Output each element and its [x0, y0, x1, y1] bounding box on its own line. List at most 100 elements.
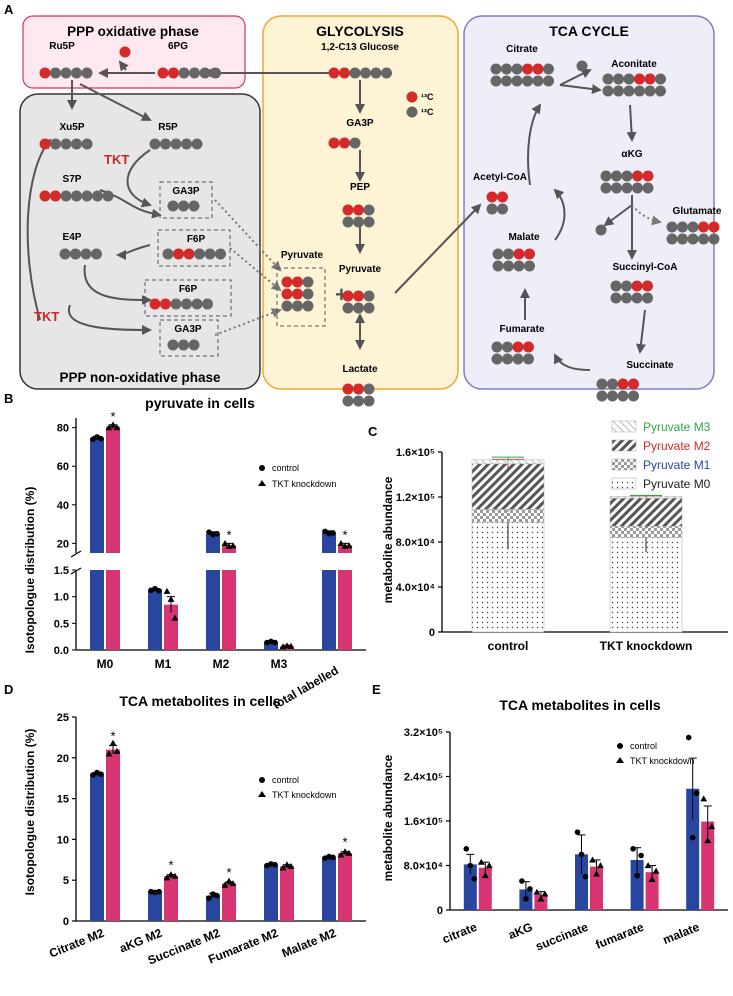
data-point-circle: [463, 846, 470, 852]
carbon-atom-icon: [363, 216, 375, 228]
carbon-atom-icon: [188, 339, 200, 351]
metabolite-label-f6p1: F6P: [187, 234, 206, 245]
c-tick-label: 4.0×10⁴: [396, 582, 435, 594]
carbon-atom-icon: [513, 260, 525, 272]
carbon-atom-icon: [600, 182, 612, 194]
carbon-atom-icon: [81, 190, 93, 202]
metabolite-layer: Ru5P 6PG 1,2-C13 Glucose Xu5P R5P S7P GA3P E4P F…: [39, 41, 722, 407]
carbon-atom-icon: [71, 67, 82, 79]
carbon-atom-icon: [596, 390, 608, 402]
carbon-atom-icon: [281, 300, 293, 312]
data-point-triangle: [589, 856, 596, 863]
carbon-atom-icon: [188, 200, 200, 212]
data-point-triangle: [597, 862, 604, 869]
data-point-triangle: [337, 851, 345, 858]
carbon-atom-icon: [70, 248, 81, 260]
data-point-triangle: [229, 542, 237, 549]
carbon-atom-icon: [617, 378, 629, 390]
metabolite-label-ga3p1: GA3P: [172, 186, 200, 197]
carbon-atom-icon: [501, 75, 512, 87]
carbon-atom-icon: [162, 248, 174, 260]
metabolite-label-ga3p_g: GA3P: [346, 118, 374, 129]
significance-star: *: [342, 835, 347, 850]
c-tick-label: 8.0×10⁴: [396, 537, 435, 549]
bar-tkt-knockdown: [478, 867, 492, 910]
carbon-atom-icon: [199, 67, 211, 79]
carbon-atom-icon: [281, 276, 293, 288]
bar-tkt-knockdown: [645, 872, 659, 910]
carbon-atom-icon: [617, 390, 629, 402]
c-tick-label: 1.6×10⁵: [396, 447, 435, 459]
stack-pyruvate-m0: [609, 537, 683, 633]
stack-pyruvate-m2: [471, 463, 545, 510]
data-point-triangle: [485, 862, 493, 869]
carbon-atom-icon: [611, 170, 622, 182]
b-axis-break: [70, 567, 82, 575]
carbon-atom-icon: [623, 73, 635, 85]
significance-star: *: [110, 409, 115, 424]
carbon-atom-icon: [292, 276, 303, 288]
carbon-atom-icon: [160, 138, 171, 150]
carbon-atom-icon: [602, 85, 614, 97]
carbon-atom-icon: [677, 233, 688, 245]
data-point-triangle: [171, 614, 179, 621]
data-point-triangle: [163, 874, 171, 881]
metabolite-label-pyr_mix: Pyruvate: [281, 250, 324, 261]
chart-c-ylabel: metabolite abundance: [381, 476, 395, 603]
legend-tkt-label-d: TKT knockdown: [272, 790, 336, 800]
metabolite-label-pep: PEP: [350, 182, 370, 193]
carbon-atom-icon: [353, 290, 364, 302]
carbon-atom-icon: [513, 248, 525, 260]
carbon-atom-icon: [349, 137, 361, 149]
carbon-atom-icon: [360, 67, 371, 79]
legend-control-marker-d: [259, 777, 265, 783]
data-point-triangle: [113, 747, 121, 754]
carbon-atom-icon: [339, 137, 350, 149]
carbon-atom-icon: [80, 248, 92, 260]
bar-control-lower: [90, 570, 104, 650]
data-point-circle: [272, 861, 278, 868]
carbon-atom-icon: [644, 85, 656, 97]
carbon-atom-icon: [302, 288, 314, 300]
carbon-atom-icon: [210, 67, 221, 79]
glycolysis-title: GLYCOLYSIS: [316, 23, 404, 39]
carbon-atom-icon: [628, 390, 639, 402]
carbon-atom-icon: [149, 298, 161, 310]
c-tick-label: 0: [429, 627, 435, 639]
carbon-atom-icon: [60, 67, 72, 79]
akg-released-carbon-icon: [595, 224, 607, 236]
chart-c-legend: Pyruvate M3 Pyruvate M2 Pyruvate M1 Pyruvat…: [611, 420, 711, 491]
bar-tkt-knockdown: [338, 545, 352, 553]
aconitate-released-carbon-icon: [576, 60, 588, 72]
b-tick-label: 40: [57, 500, 69, 512]
carbon-atom-icon: [363, 302, 375, 314]
data-point-triangle: [221, 539, 229, 546]
data-point-triangle: [109, 739, 117, 746]
carbon-atom-icon: [181, 298, 192, 310]
carbon-atom-icon: [328, 137, 340, 149]
ppp-nonoxidative-title: PPP non-oxidative phase: [59, 370, 221, 385]
carbon-atom-icon: [644, 73, 656, 85]
carbon-atom-icon: [157, 67, 169, 79]
carbon-atom-icon: [353, 383, 364, 395]
carbon-atom-icon: [621, 170, 633, 182]
metabolite-label-succinate: Succinate: [626, 360, 674, 371]
carbon-atom-icon: [181, 138, 192, 150]
metabolite-label-ga3p2: GA3P: [174, 324, 202, 335]
legend-label: Pyruvate M2: [643, 439, 711, 453]
carbon-atom-icon: [204, 248, 216, 260]
carbon-atom-icon: [342, 383, 354, 395]
carbon-atom-icon: [149, 138, 161, 150]
category-label: succinate: [534, 920, 591, 954]
carbon-atom-icon: [342, 395, 354, 407]
carbon-atom-icon: [281, 288, 293, 300]
data-point-triangle: [171, 872, 179, 879]
carbon-atom-icon: [50, 138, 61, 150]
metabolite-label-malate: Malate: [508, 232, 540, 243]
panel-e-letter: E: [372, 682, 381, 697]
bar-tkt-knockdown: [106, 749, 120, 921]
metabolite-label-acetylcoa: Acetyl-CoA: [473, 172, 527, 183]
data-point-circle: [685, 734, 692, 741]
b-tick-label: 60: [57, 461, 69, 473]
